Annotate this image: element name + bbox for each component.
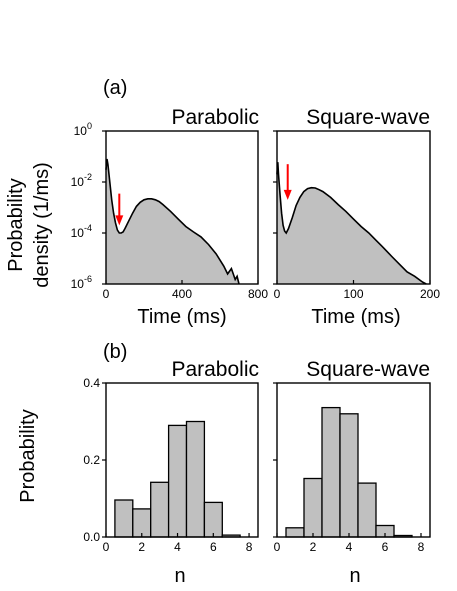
x-tick-label: 0: [103, 287, 110, 301]
x-tick-label: 200: [420, 287, 440, 301]
ylabel-a-line1: Probability: [5, 178, 27, 271]
title-b-parabolic: Parabolic: [171, 358, 259, 381]
xlabel-b-square: n: [349, 565, 360, 587]
x-tick-label: 800: [248, 287, 268, 301]
red-arrow-annotation: [115, 193, 124, 226]
bar-n2: [303, 477, 323, 538]
bar-n5: [357, 482, 377, 538]
panel-label-a: (a): [103, 77, 127, 99]
bar-n1: [114, 499, 134, 538]
distribution-area: [106, 159, 239, 284]
x-tick-label: 8: [418, 540, 425, 554]
y-tick-label: 10-2: [71, 172, 92, 189]
xlabel-a-square: Time (ms): [311, 306, 400, 328]
red-arrow-head: [115, 215, 124, 226]
y-tick-exponent: 0: [87, 121, 92, 131]
title-b-square: Square-wave: [306, 358, 430, 381]
x-tick-label: 4: [346, 540, 353, 554]
title-a-square: Square-wave: [306, 106, 430, 129]
x-tick-label: 0: [274, 540, 281, 554]
red-arrow-annotation: [283, 164, 292, 200]
ylabel-b: Probability: [17, 409, 39, 502]
bar-n4: [339, 413, 359, 538]
plot-a-parabolic: 0 400 800 100 10-2 10-4 10-6: [71, 121, 269, 301]
plot-b-parabolic: 0 2 4 6 8 0.0 0.2 0.4: [83, 376, 259, 554]
y-tick-label: 0.4: [83, 376, 100, 390]
bar-n2: [132, 508, 152, 538]
x-tick-label: 400: [172, 287, 192, 301]
x-tick-label: 8: [246, 540, 253, 554]
bar-n3: [321, 406, 341, 538]
bar-n1: [285, 527, 305, 538]
distribution-line: [105, 158, 240, 285]
bar-n6: [203, 501, 223, 538]
bar-n4: [167, 424, 188, 538]
distribution-area: [277, 162, 427, 284]
plot-a-square: 0 100 200: [273, 130, 440, 301]
ylabel-a-line2: density (1/ms): [31, 162, 53, 288]
x-tick-label: 0: [103, 540, 110, 554]
y-tick-label: 10-6: [71, 274, 92, 291]
title-a-parabolic: Parabolic: [171, 106, 259, 129]
y-tick-label: 10-4: [71, 223, 92, 240]
x-tick-label: 2: [138, 540, 145, 554]
x-tick-label: 6: [210, 540, 217, 554]
x-tick-label: 0: [274, 287, 281, 301]
bar-n3: [150, 481, 170, 538]
bar-n5: [185, 420, 206, 538]
red-arrow-head: [283, 189, 292, 200]
x-tick-label: 100: [343, 287, 363, 301]
y-tick-exponent: -2: [84, 172, 92, 182]
x-tick-label: 4: [174, 540, 181, 554]
xlabel-b-parabolic: n: [174, 565, 185, 587]
x-tick-label: 2: [310, 540, 317, 554]
y-tick-label: 0.2: [83, 453, 100, 467]
x-tick-label: 6: [382, 540, 389, 554]
y-tick-exponent: -4: [84, 223, 92, 233]
y-tick-exponent: -6: [84, 274, 92, 284]
xlabel-a-parabolic: Time (ms): [137, 306, 226, 328]
panel-label-b: (b): [103, 341, 127, 363]
plot-b-square: 0 2 4 6 8: [273, 382, 431, 554]
distribution-line: [276, 162, 427, 285]
y-tick-label: 0.0: [83, 530, 100, 544]
y-tick-label: 100: [74, 121, 92, 138]
